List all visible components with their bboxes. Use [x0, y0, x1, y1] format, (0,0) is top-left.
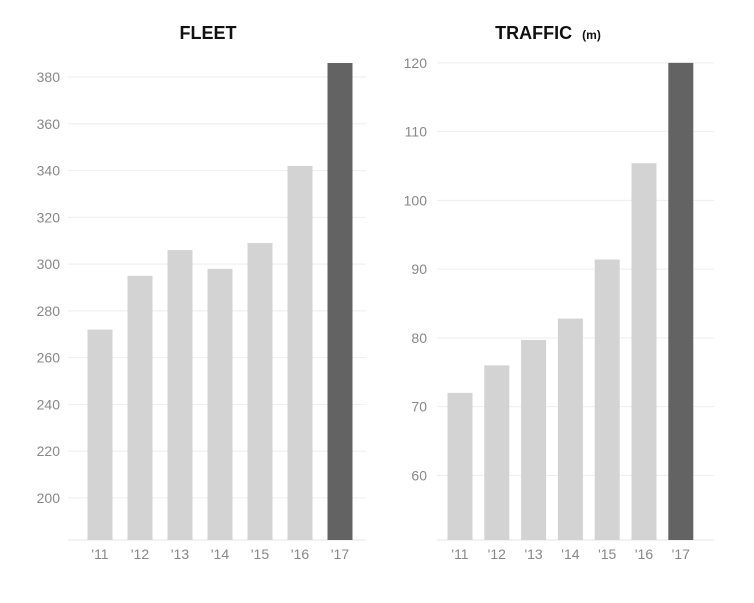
traffic-bar — [521, 339, 547, 540]
traffic-x-tick-label: '13 — [524, 546, 542, 562]
traffic-bar — [484, 365, 510, 540]
traffic-x-tick-label: '12 — [488, 546, 506, 562]
fleet-y-tick-label: 360 — [37, 116, 61, 132]
fleet-y-tick-label: 220 — [37, 443, 61, 459]
traffic-x-tick-label: '14 — [561, 546, 579, 562]
traffic-y-tick-label: 80 — [411, 330, 427, 346]
traffic-y-tick-label: 120 — [404, 55, 428, 71]
fleet-bar — [247, 243, 273, 540]
fleet-bar — [87, 329, 113, 540]
traffic-bar — [557, 318, 583, 540]
fleet-chart: FLEET 200 220 240 260 280 300 320 340 360 380 '11… — [37, 23, 366, 562]
fleet-x-tick-label: '11 — [91, 546, 108, 562]
fleet-bar — [167, 250, 193, 540]
traffic-y-tick-label: 70 — [411, 399, 427, 415]
traffic-bar — [668, 62, 694, 540]
traffic-y-tick-label: 60 — [411, 467, 427, 483]
fleet-y-tick-label: 260 — [37, 350, 61, 366]
fleet-y-axis: 200 220 240 260 280 300 320 340 360 380 — [37, 69, 61, 506]
traffic-bar — [447, 392, 473, 540]
fleet-y-tick-label: 320 — [37, 209, 61, 225]
traffic-x-tick-label: '11 — [451, 546, 468, 562]
traffic-y-tick-label: 100 — [404, 192, 428, 208]
fleet-y-tick-label: 340 — [37, 163, 61, 179]
fleet-x-tick-label: '12 — [131, 546, 149, 562]
fleet-bar — [287, 165, 313, 540]
fleet-x-axis: '11 '12 '13 '14 '15 '16 '17 — [91, 546, 349, 562]
fleet-chart-title: FLEET — [180, 23, 237, 43]
traffic-x-tick-label: '15 — [598, 546, 616, 562]
fleet-x-tick-label: '14 — [211, 546, 229, 562]
traffic-x-axis: '11 '12 '13 '14 '15 '16 '17 — [451, 546, 690, 562]
fleet-y-tick-label: 280 — [37, 303, 61, 319]
traffic-y-axis: 60 70 80 90 100 110 120 — [404, 55, 428, 484]
fleet-x-tick-label: '17 — [331, 546, 349, 562]
fleet-y-tick-label: 200 — [37, 490, 61, 506]
traffic-bar — [631, 163, 657, 540]
fleet-x-tick-label: '15 — [251, 546, 269, 562]
traffic-y-tick-label: 90 — [411, 261, 427, 277]
traffic-y-tick-label: 110 — [405, 124, 428, 140]
fleet-x-tick-label: '16 — [291, 546, 309, 562]
fleet-bar — [127, 275, 153, 540]
traffic-x-tick-label: '16 — [635, 546, 653, 562]
traffic-x-tick-label: '17 — [672, 546, 690, 562]
traffic-chart-title-text: TRAFFIC — [495, 23, 572, 43]
fleet-y-tick-label: 380 — [37, 69, 61, 85]
traffic-chart-unit: (m) — [582, 28, 601, 42]
fleet-x-tick-label: '13 — [171, 546, 189, 562]
fleet-bar — [207, 268, 233, 540]
traffic-bars — [447, 62, 694, 540]
fleet-bars — [87, 63, 353, 540]
traffic-chart-title: TRAFFIC (m) — [495, 23, 601, 43]
traffic-bar — [594, 259, 620, 540]
fleet-y-tick-label: 240 — [37, 396, 61, 412]
fleet-y-tick-label: 300 — [37, 256, 61, 272]
fleet-bar — [327, 63, 353, 540]
